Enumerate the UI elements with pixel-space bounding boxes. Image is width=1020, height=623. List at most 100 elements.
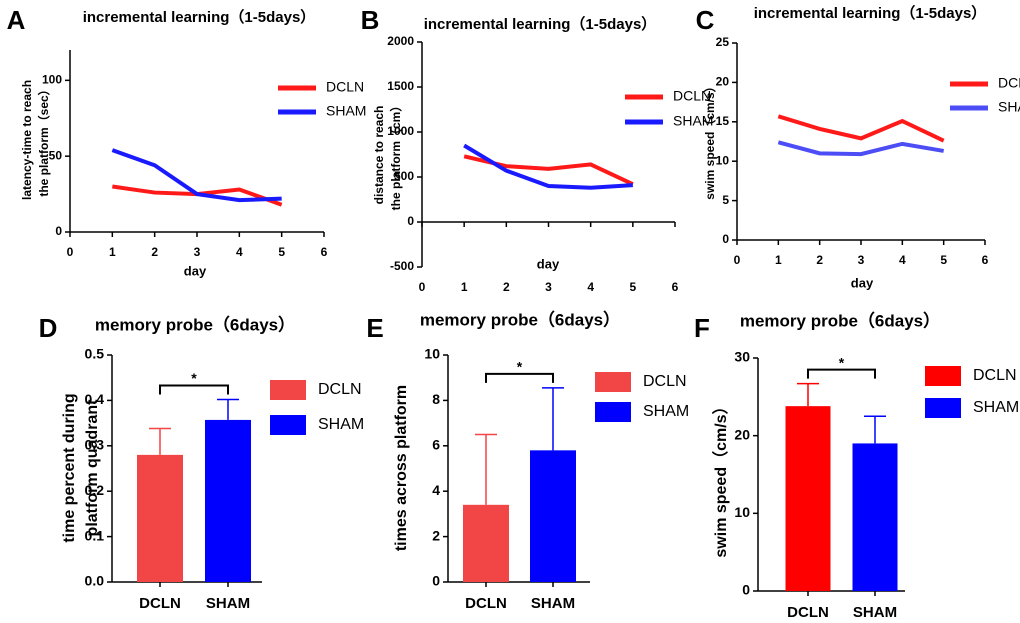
x-tick-label: 2	[151, 245, 158, 259]
data-line	[463, 143, 633, 190]
y-tick-label: 2	[432, 527, 440, 543]
significance-label: *	[517, 359, 523, 375]
chart-title: memory probe（6days）	[420, 309, 620, 329]
bar	[530, 450, 576, 582]
y-tick-label: 5	[722, 193, 729, 207]
legend-swatch	[595, 372, 631, 392]
error-bar	[797, 382, 819, 407]
y-axis-label: time percent during	[61, 393, 78, 542]
x-tick-label: 1	[775, 253, 782, 267]
y-tick-label: 1000	[387, 124, 414, 138]
x-axis-label: day	[851, 275, 874, 290]
legend-label: DCLN	[998, 75, 1020, 91]
legend-label: SHAM	[643, 403, 689, 420]
x-tick-label: 4	[587, 280, 594, 294]
y-axis-label: the platform（sec）	[36, 83, 51, 196]
panel-letter: C	[696, 5, 715, 35]
x-tick-label: SHAM	[853, 604, 897, 621]
legend-label: DCLN	[673, 88, 711, 104]
x-tick-label: 0	[734, 253, 741, 267]
y-tick-label: 0	[55, 224, 62, 238]
x-tick-label: 6	[321, 245, 328, 259]
data-line	[777, 140, 945, 157]
chart-title: memory probe（6days）	[95, 314, 295, 334]
significance-label: *	[839, 354, 845, 370]
y-tick-label: 4	[432, 482, 440, 498]
y-tick-label: 500	[394, 169, 414, 183]
x-tick-label: 2	[816, 253, 823, 267]
chart-title: incremental learning（1-5days）	[754, 4, 987, 22]
y-tick-label: 50	[49, 148, 63, 162]
error-bar	[864, 415, 886, 444]
data-line	[777, 114, 945, 143]
bar	[852, 443, 898, 591]
x-tick-label: 0	[67, 245, 74, 259]
x-tick-label: 3	[545, 280, 552, 294]
y-tick-label: 0	[722, 232, 729, 246]
legend-label: DCLN	[326, 79, 364, 95]
x-tick-label: DCLN	[787, 604, 829, 621]
y-tick-label: 10	[716, 153, 730, 167]
y-tick-label: 100	[42, 73, 62, 87]
legend-label: SHAM	[973, 399, 1019, 416]
x-tick-label: 5	[278, 245, 285, 259]
x-tick-label: 1	[109, 245, 116, 259]
legend-label: SHAM	[673, 113, 713, 129]
legend-swatch	[925, 366, 961, 386]
x-tick-label: 5	[629, 280, 636, 294]
y-axis-label: latency-time to reach	[20, 80, 34, 200]
y-tick-label: 15	[716, 114, 730, 128]
legend-label: DCLN	[973, 367, 1017, 384]
x-tick-label: 2	[503, 280, 510, 294]
x-tick-label: 1	[461, 280, 468, 294]
x-axis-label: day	[184, 263, 207, 278]
legend-swatch	[595, 402, 631, 422]
legend-swatch	[270, 415, 306, 435]
x-tick-label: 6	[672, 280, 679, 294]
y-tick-label: 10	[424, 346, 440, 362]
bar	[137, 454, 183, 582]
y-tick-label: 2000	[387, 34, 414, 48]
y-tick-label: 20	[716, 75, 730, 89]
legend-label: SHAM	[318, 416, 364, 433]
y-tick-label: 0.0	[85, 573, 105, 589]
y-tick-label: 25	[716, 35, 730, 49]
x-tick-label: 5	[940, 253, 947, 267]
panel-letter: B	[361, 5, 380, 35]
significance-label: *	[191, 370, 197, 386]
x-tick-label: 0	[419, 280, 426, 294]
panel-letter: D	[39, 313, 58, 343]
y-tick-label: 0.5	[85, 346, 105, 362]
significance-bracket	[807, 368, 876, 379]
y-tick-label: 0	[742, 582, 750, 598]
legend-label: DCLN	[318, 381, 362, 398]
y-axis-label: the platform（cm）	[388, 100, 403, 211]
chart-title: incremental learning（1-5days）	[424, 15, 657, 33]
bar	[205, 419, 251, 582]
chart-title: incremental learning（1-5days）	[83, 8, 316, 26]
x-tick-label: SHAM	[531, 595, 575, 612]
y-tick-label: 20	[734, 426, 750, 442]
panel-letter: A	[7, 5, 26, 35]
x-tick-label: 6	[982, 253, 989, 267]
x-tick-label: 3	[858, 253, 865, 267]
y-axis-label: platform quadrant	[84, 399, 101, 537]
legend-swatch	[270, 380, 306, 400]
x-tick-label: DCLN	[465, 595, 507, 612]
y-axis-label: distance to reach	[372, 106, 386, 205]
error-bar	[475, 433, 497, 505]
chart-title: memory probe（6days）	[740, 310, 940, 330]
panel-letter: F	[694, 313, 710, 343]
x-tick-label: SHAM	[206, 595, 250, 612]
x-tick-label: 4	[236, 245, 243, 259]
y-tick-label: 10	[734, 504, 750, 520]
y-tick-label: 0.1	[85, 527, 105, 543]
y-axis-label: swim speed（cm/s）	[702, 80, 717, 199]
error-bar	[542, 387, 564, 451]
legend-swatch	[925, 398, 961, 418]
y-tick-label: 0.4	[85, 391, 105, 407]
legend-label: SHAM	[326, 103, 366, 119]
y-tick-label: 0.3	[85, 437, 105, 453]
significance-bracket	[485, 372, 554, 383]
